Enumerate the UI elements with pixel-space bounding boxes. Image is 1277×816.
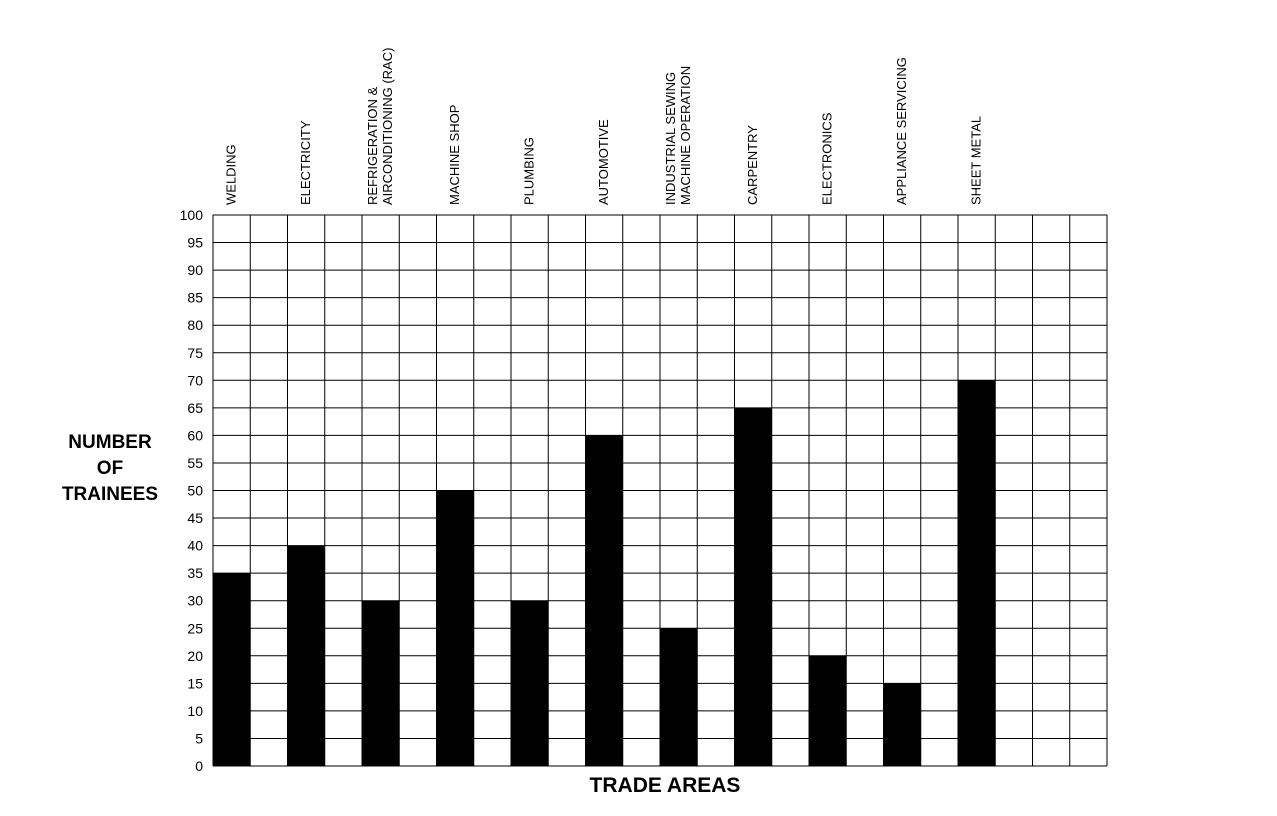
category-label-6-line-1: MACHINE OPERATION	[678, 66, 693, 205]
x-axis-label: TRADE AREAS	[589, 774, 741, 797]
category-label-2-line-1: AIRCONDITIONING (RAC)	[380, 48, 395, 205]
category-label-4: PLUMBING	[522, 137, 537, 205]
y-tick-label-20: 100	[180, 207, 204, 223]
y-tick-label-17: 85	[187, 290, 203, 306]
y-tick-label-6: 30	[187, 593, 203, 609]
y-axis-label-line-3: TRAINEES	[61, 484, 159, 505]
category-label-0-line-0: WELDING	[224, 144, 239, 205]
category-label-6: INDUSTRIAL SEWING MACHINE OPERATION	[663, 66, 693, 205]
y-axis-label-line-2: OF	[96, 458, 124, 479]
y-tick-label-12: 60	[187, 427, 203, 443]
category-label-3: MACHINE SHOP	[447, 105, 462, 205]
category-label-9-line-0: APPLIANCE SERVICING	[894, 57, 909, 205]
y-tick-label-14: 70	[187, 372, 203, 388]
y-tick-label-4: 20	[187, 648, 203, 664]
y-tick-label-3: 15	[187, 675, 203, 691]
category-label-4-line-0: PLUMBING	[522, 137, 537, 205]
y-tick-label-1: 5	[195, 730, 203, 746]
y-tick-label-18: 90	[187, 262, 203, 278]
y-tick-label-10: 50	[187, 483, 203, 499]
y-tick-label-15: 75	[187, 345, 203, 361]
category-label-2: REFRIGERATION & AIRCONDITIONING (RAC)	[365, 48, 395, 205]
y-tick-label-7: 35	[187, 565, 203, 581]
y-tick-label-8: 40	[187, 538, 203, 554]
category-label-3-line-0: MACHINE SHOP	[447, 105, 462, 205]
y-tick-label-0: 0	[195, 758, 203, 774]
category-label-8-line-0: ELECTRONICS	[820, 112, 835, 205]
category-label-0: WELDING	[224, 144, 239, 205]
y-tick-label-11: 55	[187, 455, 203, 471]
bar-6	[660, 628, 698, 766]
category-label-1: ELECTRICITY	[298, 120, 313, 205]
y-tick-label-19: 95	[187, 235, 203, 251]
category-label-10-line-0: SHEET METAL	[969, 116, 984, 205]
category-label-6-line-0: INDUSTRIAL SEWING	[663, 72, 678, 205]
y-tick-label-2: 10	[187, 703, 203, 719]
category-label-5-line-0: AUTOMOTIVE	[596, 119, 611, 205]
category-label-1-line-0: ELECTRICITY	[298, 120, 313, 205]
category-label-7-line-0: CARPENTRY	[745, 125, 760, 205]
category-label-7: CARPENTRY	[745, 125, 760, 205]
bar-0	[213, 573, 251, 766]
y-tick-label-16: 80	[187, 317, 203, 333]
y-tick-label-5: 25	[187, 620, 203, 636]
y-axis-label-line-1: NUMBER	[68, 432, 152, 453]
bar-7	[734, 407, 772, 766]
category-label-2-line-0: REFRIGERATION &	[365, 86, 380, 205]
category-label-8: ELECTRONICS	[820, 112, 835, 205]
y-tick-label-13: 65	[187, 400, 203, 416]
category-label-9: APPLIANCE SERVICING	[894, 57, 909, 205]
category-label-5: AUTOMOTIVE	[596, 119, 611, 205]
y-tick-label-9: 45	[187, 510, 203, 526]
category-label-10: SHEET METAL	[969, 116, 984, 205]
bar-9	[883, 683, 921, 766]
